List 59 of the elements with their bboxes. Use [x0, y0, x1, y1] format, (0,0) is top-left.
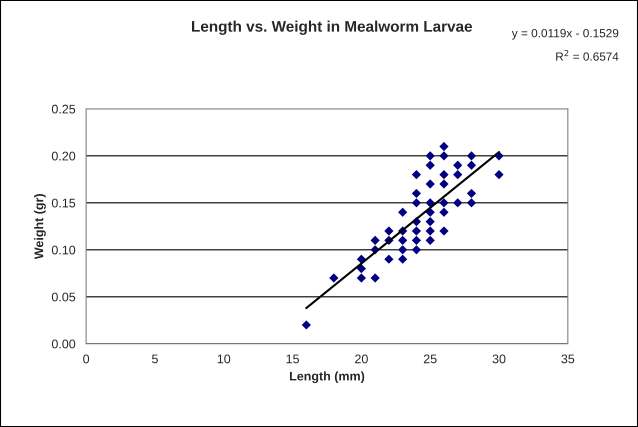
point	[494, 170, 504, 180]
point	[439, 170, 449, 180]
point	[412, 236, 422, 246]
x-tick-label: 5	[152, 354, 158, 364]
point	[426, 160, 435, 170]
y-tick-label: 0.10	[52, 246, 76, 254]
x-tick-label: 10	[218, 354, 230, 364]
point	[412, 188, 422, 198]
point	[398, 254, 408, 264]
point	[356, 264, 366, 274]
text: R$^{2}$ = 0.6574	[556, 50, 618, 61]
point	[398, 245, 408, 254]
point	[426, 151, 435, 160]
point	[453, 198, 462, 208]
y-tick-label: 0.20	[52, 152, 76, 161]
x-tick-label: 35	[561, 354, 574, 364]
point	[426, 236, 435, 246]
point	[426, 179, 435, 189]
point	[329, 273, 338, 283]
point	[412, 245, 422, 254]
point	[412, 170, 422, 180]
chart-title: Length vs. Weight in Mealworm Larvae	[192, 20, 472, 35]
point	[426, 217, 435, 226]
y-tick-label: 0.05	[52, 292, 76, 302]
point	[398, 236, 408, 246]
x-axis-title: Length (mm)	[290, 371, 364, 384]
point	[370, 273, 380, 283]
point	[439, 151, 449, 160]
point	[439, 198, 449, 208]
point	[426, 198, 435, 208]
point	[384, 254, 394, 264]
x-tick-label: 0	[83, 354, 90, 364]
point	[398, 208, 408, 217]
point	[370, 236, 380, 246]
point	[439, 226, 449, 236]
y-tick-label: 0.15	[52, 198, 76, 208]
y-axis-title: Weight (gr)	[34, 194, 46, 260]
point	[412, 226, 422, 236]
point	[439, 142, 449, 152]
point	[466, 160, 476, 170]
point	[466, 151, 476, 160]
point	[466, 188, 476, 198]
text: y = 0.0119x - 0.1529	[512, 28, 618, 40]
x-tick-label: 30	[492, 354, 506, 364]
point	[439, 208, 449, 217]
x-tick-label: 25	[424, 354, 437, 364]
point	[453, 160, 462, 170]
point	[302, 320, 311, 330]
point	[439, 179, 449, 189]
y-tick-label: 0.00	[52, 340, 76, 348]
point	[466, 198, 476, 208]
point	[453, 170, 462, 180]
x-tick-label: 15	[286, 354, 299, 364]
point	[384, 226, 394, 236]
point	[426, 226, 435, 236]
x-tick-label: 20	[355, 354, 368, 364]
point	[356, 273, 366, 283]
y-tick-label: 0.25	[52, 104, 76, 114]
point	[412, 198, 422, 208]
